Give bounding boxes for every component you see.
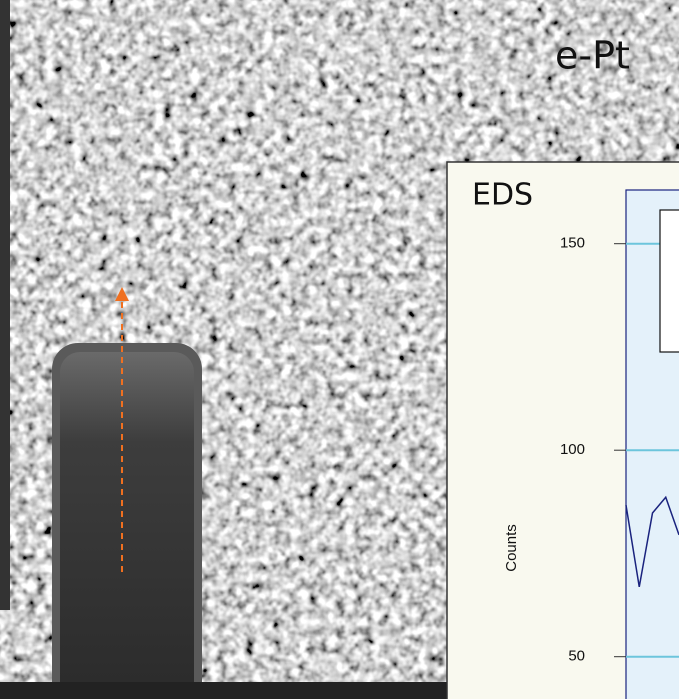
figure: e-Pt EDS Counts 50 100 150 (0, 0, 679, 699)
eds-inset: EDS Counts 50 100 150 (447, 162, 679, 699)
image-label: e-Pt (555, 34, 630, 78)
y-tick-label: 100 (560, 441, 585, 458)
y-axis-label: Counts (503, 524, 520, 572)
adjacent-panel (0, 0, 10, 610)
chart-title: EDS (472, 178, 533, 213)
legend-box (660, 210, 679, 352)
y-tick-label: 150 (560, 235, 585, 252)
y-tick-label: 50 (568, 648, 585, 665)
pillar (60, 352, 194, 699)
